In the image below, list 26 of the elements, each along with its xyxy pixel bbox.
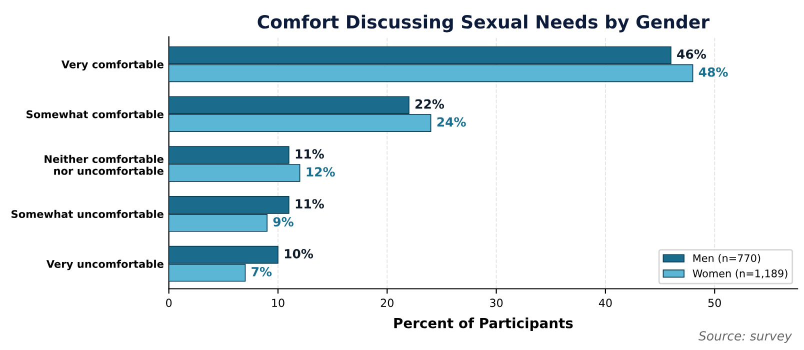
y-tick-label: Neither comfortable nor uncomfortable bbox=[44, 154, 164, 175]
x-tick-label: 30 bbox=[490, 298, 503, 308]
x-tick-label: 20 bbox=[380, 298, 394, 308]
data-label: 11% bbox=[296, 149, 324, 159]
data-label: 7% bbox=[252, 266, 272, 276]
y-tick-label: Somewhat comfortable bbox=[26, 110, 164, 118]
y-tick-label: Somewhat uncomfortable bbox=[12, 210, 164, 218]
y-tick-label: Very uncomfortable bbox=[46, 260, 164, 270]
legend-label: Men (n=770) bbox=[693, 254, 760, 264]
legend-label: Women (n=1,189) bbox=[692, 269, 788, 279]
x-axis-title: Percent of Participants bbox=[394, 318, 573, 331]
data-label: 12% bbox=[306, 167, 335, 177]
data-label: 48% bbox=[698, 67, 728, 77]
y-tick-label: Very comfortable bbox=[61, 60, 164, 70]
data-label: 9% bbox=[273, 217, 294, 227]
data-label: 10% bbox=[284, 248, 314, 258]
data-label: 11% bbox=[296, 199, 324, 209]
data-label: 24% bbox=[437, 117, 466, 127]
data-label: 46% bbox=[677, 49, 706, 59]
data-label: 22% bbox=[416, 99, 444, 109]
source-note: Source: survey bbox=[698, 331, 792, 343]
x-tick-label: 50 bbox=[708, 298, 721, 308]
x-tick-label: 40 bbox=[598, 298, 612, 308]
x-tick-label: 10 bbox=[272, 298, 284, 308]
x-tick-label: 0 bbox=[166, 298, 172, 308]
chart-title: Comfort Discussing Sexual Needs by Gender bbox=[258, 14, 710, 32]
